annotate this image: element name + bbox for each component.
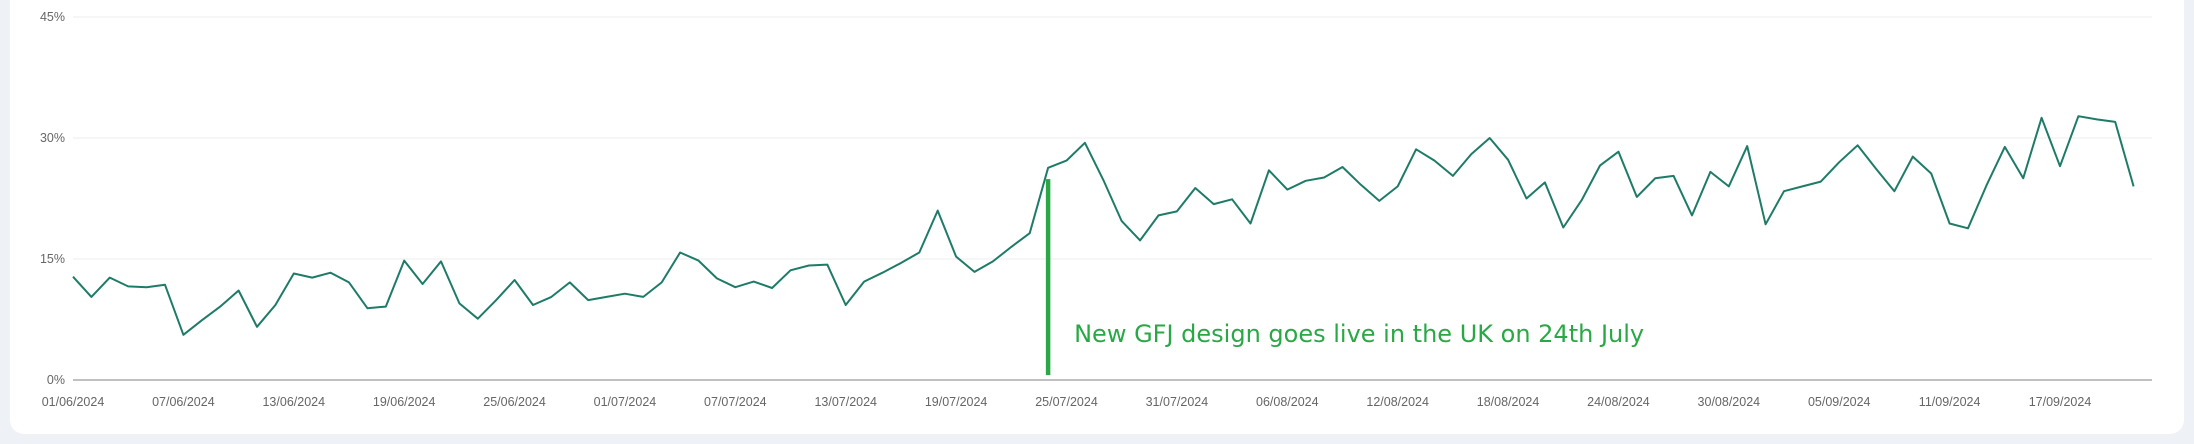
- series-group: [72, 115, 2135, 336]
- x-tick-label: 01/07/2024: [594, 395, 657, 409]
- y-tick-label: 15%: [40, 252, 65, 266]
- x-tick-label: 17/09/2024: [2029, 395, 2092, 409]
- series-line: [72, 115, 2135, 336]
- x-tick-label: 18/08/2024: [1477, 395, 1540, 409]
- x-tick-label: 25/06/2024: [483, 395, 546, 409]
- x-tick-label: 13/07/2024: [814, 395, 877, 409]
- gridlines: [73, 16, 2152, 381]
- line-chart: 0% 15% 30% 45% 01/06/2024 07/06/2024 13/06/20…: [40, 10, 2152, 409]
- annotation-text: New GFJ design goes live in the UK on 24…: [1074, 320, 1644, 348]
- x-tick-label: 07/06/2024: [152, 395, 215, 409]
- x-tick-label: 11/09/2024: [1919, 395, 1981, 409]
- annotation-group: New GFJ design goes live in the UK on 24…: [1045, 179, 1644, 376]
- x-tick-label: 07/07/2024: [704, 395, 767, 409]
- x-tick-label: 13/06/2024: [262, 395, 325, 409]
- x-tick-label: 19/06/2024: [373, 395, 436, 409]
- x-tick-label: 06/08/2024: [1256, 395, 1319, 409]
- x-tick-label: 30/08/2024: [1698, 395, 1761, 409]
- y-tick-label: 45%: [40, 10, 65, 24]
- x-tick-label: 31/07/2024: [1146, 395, 1209, 409]
- y-tick-label: 30%: [40, 131, 65, 145]
- chart-card: 0% 15% 30% 45% 01/06/2024 07/06/2024 13/06/20…: [10, 0, 2184, 434]
- x-tick-label: 01/06/2024: [42, 395, 105, 409]
- x-tick-label: 05/09/2024: [1808, 395, 1871, 409]
- x-tick-label: 19/07/2024: [925, 395, 988, 409]
- y-axis-ticks: 0% 15% 30% 45%: [40, 10, 65, 387]
- x-tick-label: 24/08/2024: [1587, 395, 1650, 409]
- x-tick-label: 25/07/2024: [1035, 395, 1098, 409]
- x-axis-ticks: 01/06/2024 07/06/2024 13/06/2024 19/06/2024…: [42, 395, 2092, 409]
- x-tick-label: 12/08/2024: [1366, 395, 1429, 409]
- y-tick-label: 0%: [47, 373, 65, 387]
